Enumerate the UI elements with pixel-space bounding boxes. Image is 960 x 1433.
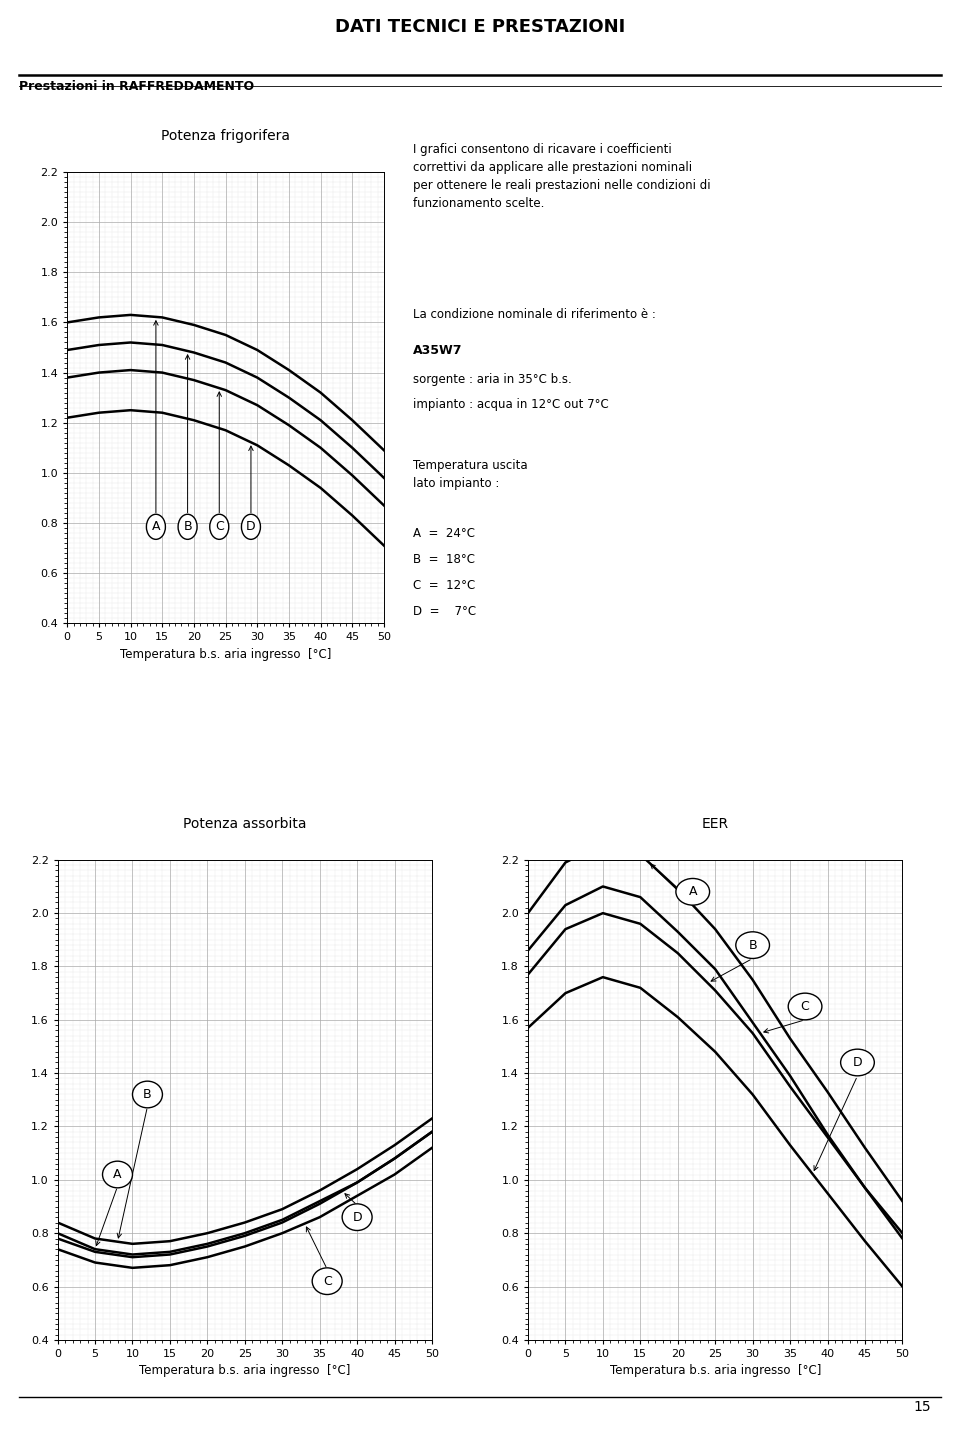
Ellipse shape	[132, 1080, 162, 1108]
Text: C: C	[801, 1000, 809, 1013]
X-axis label: Temperatura b.s. aria ingresso  [°C]: Temperatura b.s. aria ingresso [°C]	[120, 648, 331, 661]
Text: A35W7: A35W7	[413, 344, 463, 357]
Ellipse shape	[841, 1049, 875, 1076]
Ellipse shape	[788, 993, 822, 1020]
Ellipse shape	[676, 878, 709, 906]
Ellipse shape	[242, 514, 260, 539]
Ellipse shape	[146, 514, 165, 539]
Text: A: A	[688, 886, 697, 898]
Ellipse shape	[209, 514, 228, 539]
Text: sorgente : aria in 35°C b.s.: sorgente : aria in 35°C b.s.	[413, 373, 571, 385]
Ellipse shape	[312, 1268, 342, 1294]
Text: La condizione nominale di riferimento è :: La condizione nominale di riferimento è …	[413, 308, 656, 321]
Text: EER: EER	[702, 817, 729, 831]
Text: impianto : acqua in 12°C out 7°C: impianto : acqua in 12°C out 7°C	[413, 398, 609, 411]
Text: A: A	[113, 1168, 122, 1181]
Text: D: D	[352, 1211, 362, 1224]
Text: 15: 15	[914, 1400, 931, 1414]
Ellipse shape	[735, 931, 770, 959]
Text: C: C	[215, 520, 224, 533]
Ellipse shape	[342, 1204, 372, 1231]
Text: Potenza frigorifera: Potenza frigorifera	[161, 129, 290, 143]
Text: D: D	[246, 520, 255, 533]
X-axis label: Temperatura b.s. aria ingresso  [°C]: Temperatura b.s. aria ingresso [°C]	[610, 1364, 821, 1377]
Text: B: B	[749, 939, 756, 952]
Text: B: B	[143, 1088, 152, 1101]
Text: I grafici consentono di ricavare i coefficienti
correttivi da applicare alle pre: I grafici consentono di ricavare i coeff…	[413, 143, 710, 211]
Text: D: D	[852, 1056, 862, 1069]
Text: A  =  24°C: A = 24°C	[413, 527, 475, 540]
Text: B  =  18°C: B = 18°C	[413, 553, 475, 566]
Text: Prestazioni in RAFFREDDAMENTO: Prestazioni in RAFFREDDAMENTO	[19, 80, 254, 93]
Ellipse shape	[103, 1161, 132, 1188]
Text: C  =  12°C: C = 12°C	[413, 579, 475, 592]
X-axis label: Temperatura b.s. aria ingresso  [°C]: Temperatura b.s. aria ingresso [°C]	[139, 1364, 350, 1377]
Text: Temperatura uscita
lato impianto :: Temperatura uscita lato impianto :	[413, 459, 527, 490]
Text: D  =    7°C: D = 7°C	[413, 605, 476, 618]
Ellipse shape	[179, 514, 197, 539]
Text: DATI TECNICI E PRESTAZIONI: DATI TECNICI E PRESTAZIONI	[335, 19, 625, 36]
Text: Potenza assorbita: Potenza assorbita	[183, 817, 306, 831]
Text: A: A	[152, 520, 160, 533]
Text: C: C	[323, 1275, 331, 1288]
Text: B: B	[183, 520, 192, 533]
